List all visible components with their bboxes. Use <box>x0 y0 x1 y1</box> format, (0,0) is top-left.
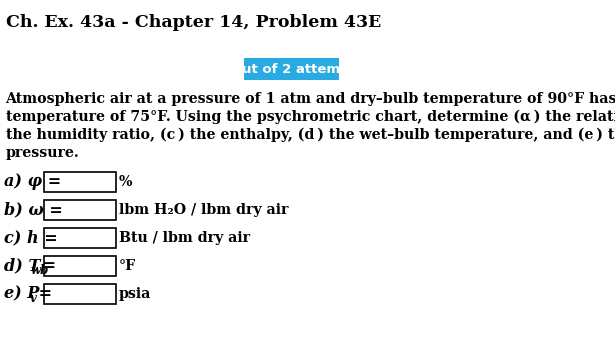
Text: Btu / lbm dry air: Btu / lbm dry air <box>119 231 250 245</box>
Text: =: = <box>37 258 56 274</box>
Text: Ch. Ex. 43a - Chapter 14, Problem 43E: Ch. Ex. 43a - Chapter 14, Problem 43E <box>6 14 381 31</box>
Text: c) h =: c) h = <box>4 229 58 247</box>
Text: temperature of 75°F. Using the psychrometric chart, determine (α ) the relative : temperature of 75°F. Using the psychrome… <box>6 110 615 125</box>
Text: d) T: d) T <box>4 258 41 274</box>
Bar <box>44 228 116 248</box>
Text: °F: °F <box>119 259 136 273</box>
Text: a) φ =: a) φ = <box>4 174 62 190</box>
Text: 1 out of 2 attempts: 1 out of 2 attempts <box>220 62 364 75</box>
Bar <box>244 58 339 80</box>
Bar <box>44 284 116 304</box>
Text: lbm H₂O / lbm dry air: lbm H₂O / lbm dry air <box>119 203 288 217</box>
Bar <box>44 256 116 276</box>
Bar <box>44 200 116 220</box>
Text: e) P: e) P <box>4 285 40 303</box>
Text: v: v <box>30 293 37 306</box>
Text: =: = <box>33 285 52 303</box>
Text: psia: psia <box>119 287 151 301</box>
Text: the humidity ratio, (c ) the enthalpy, (d ) the wet–bulb temperature, and (e ) t: the humidity ratio, (c ) the enthalpy, (… <box>6 128 615 142</box>
Text: wb: wb <box>31 264 49 277</box>
Text: pressure.: pressure. <box>6 146 79 160</box>
Text: Atmospheric air at a pressure of 1 atm and dry–bulb temperature of 90°F has a de: Atmospheric air at a pressure of 1 atm a… <box>6 92 615 106</box>
Bar <box>44 172 116 192</box>
Text: %: % <box>119 175 132 189</box>
Text: b) ω =: b) ω = <box>4 201 63 218</box>
